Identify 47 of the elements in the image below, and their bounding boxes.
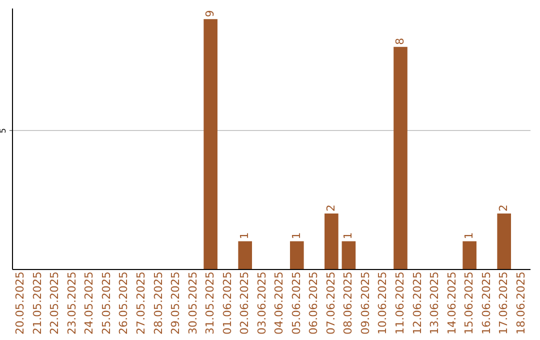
x-tick-label: 28.05.2025 <box>152 272 165 334</box>
bar <box>324 213 338 269</box>
data-label: 9 <box>204 10 217 18</box>
x-tick-label: 20.05.2025 <box>14 272 27 334</box>
x-tick-label: 12.06.2025 <box>410 272 424 334</box>
x-tick-label: 06.06.2025 <box>307 272 320 334</box>
bar <box>394 46 408 269</box>
data-label: 2 <box>497 204 510 212</box>
x-tick-label: 22.05.2025 <box>48 272 62 334</box>
x-tick-label: 21.05.2025 <box>30 272 44 334</box>
x-tick-label: 23.05.2025 <box>65 272 78 334</box>
data-label: 8 <box>394 38 406 45</box>
x-tick-label: 10.06.2025 <box>376 272 390 334</box>
x-tick-label: 16.06.2025 <box>480 272 493 334</box>
x-tick-label: 15.06.2025 <box>462 272 476 334</box>
x-tick-label: 09.06.2025 <box>358 272 372 334</box>
bar <box>462 241 476 269</box>
x-tick-label: 24.05.2025 <box>82 272 96 334</box>
x-tick-label: 17.06.2025 <box>497 272 510 334</box>
x-tick-label: 03.06.2025 <box>255 272 268 334</box>
bar <box>342 241 356 269</box>
data-label: 1 <box>238 232 252 240</box>
x-tick-label: 07.06.2025 <box>324 272 338 334</box>
x-tick-label: 04.06.2025 <box>272 272 286 334</box>
bar <box>497 213 512 269</box>
x-tick-label: 14.06.2025 <box>445 272 458 334</box>
x-tick-label: 08.06.2025 <box>342 272 355 334</box>
x-tick-label: 27.05.2025 <box>134 272 148 334</box>
data-label: 1 <box>342 232 355 240</box>
x-tick-label: 05.06.2025 <box>290 272 303 334</box>
bar <box>238 241 252 269</box>
x-tick-label: 11.06.2025 <box>394 272 406 334</box>
bar <box>204 19 218 269</box>
x-tick-label: 30.05.2025 <box>186 272 200 334</box>
data-label: 1 <box>462 232 476 240</box>
x-tick-label: 29.05.2025 <box>169 272 182 334</box>
x-tick-label: 31.05.2025 <box>204 272 217 334</box>
x-tick-label: 02.06.2025 <box>238 272 252 334</box>
x-tick-label: 25.05.2025 <box>100 272 113 334</box>
x-tick-label: 01.06.2025 <box>220 272 234 334</box>
data-label: 2 <box>324 204 338 212</box>
x-tick-label: 18.06.2025 <box>514 272 528 334</box>
data-label: 1 <box>290 232 303 240</box>
bar <box>290 241 304 269</box>
x-tick-label: 13.06.2025 <box>428 272 442 334</box>
y-tick-label: 5 <box>0 128 8 134</box>
x-tick-label: 26.05.2025 <box>117 272 130 334</box>
